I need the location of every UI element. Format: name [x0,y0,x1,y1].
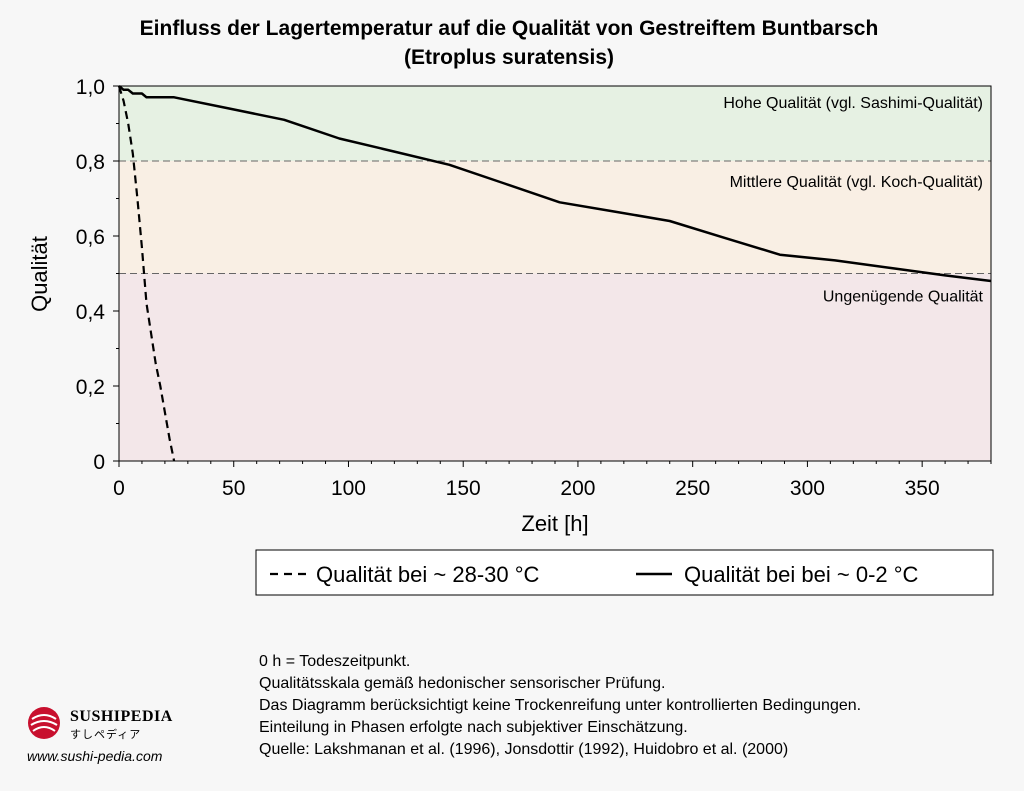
chart-title: Einfluss der Lagertemperatur auf die Qua… [140,17,879,40]
y-tick-label: 0,2 [76,376,105,399]
y-tick-label: 0 [93,451,105,474]
sushi-roll-icon [28,707,60,739]
axes [113,85,992,467]
footnote: Das Diagramm berücksichtigt keine Trocke… [259,697,862,714]
zone-band [119,86,991,161]
legend: Qualität bei ~ 28-30 °C Qualität bei bei… [255,549,994,596]
x-tick-label: 350 [905,477,940,500]
x-tick-label: 0 [113,477,125,500]
x-tick-label: 250 [675,477,710,500]
x-tick-label: 50 [222,477,245,500]
logo-subtitle: すしペディア [70,729,142,741]
series-line-cold [118,85,992,283]
footnote: Quelle: Lakshmanan et al. (1996), Jonsdo… [259,741,789,758]
sushipedia-logo: SUSHIPEDIA すしペディア www.sushi-pedia.com [22,700,222,770]
x-tick-labels: 0 50 100 150 200 250 300 350 [113,477,940,500]
x-tick-label: 150 [446,477,481,500]
data-series [117,85,992,462]
logo-url: www.sushi-pedia.com [27,748,163,764]
y-axis-title: Qualität [27,236,52,312]
zone-band [119,161,991,274]
y-tick-label: 0,6 [76,226,105,249]
legend-box [255,549,994,596]
threshold-lines [119,160,991,274]
footnote: Qualitätsskala gemäß hedonischer sensori… [259,675,666,692]
x-tick-label: 200 [560,477,595,500]
logo-name: SUSHIPEDIA [70,708,173,725]
zone-label: Hohe Qualität (vgl. Sashimi-Qualität) [723,95,983,112]
legend-label-cold: Qualität bei bei ~ 0-2 °C [684,562,919,587]
zone-label: Ungenügende Qualität [823,289,984,306]
y-tick-labels: 0 0,2 0,4 0,6 0,8 1,0 [76,76,106,474]
series-line-warm [117,85,176,462]
footnote: 0 h = Todeszeitpunkt. [259,653,411,670]
x-axis-title: Zeit [h] [521,511,588,536]
footnote: Einteilung in Phasen erfolgte nach subje… [259,719,688,736]
x-tick-label: 300 [790,477,825,500]
quality-chart: Einfluss der Lagertemperatur auf die Qua… [27,17,994,596]
x-tick-label: 100 [331,477,366,500]
quality-zones [119,86,991,461]
y-tick-label: 0,4 [76,301,106,324]
zone-band [119,273,991,461]
chart-subtitle: (Etroplus suratensis) [404,46,614,69]
legend-label-warm: Qualität bei ~ 28-30 °C [316,562,540,587]
zone-label: Mittlere Qualität (vgl. Koch-Qualität) [730,174,983,191]
zone-labels: Hohe Qualität (vgl. Sashimi-Qualität) Mit… [723,95,983,306]
y-tick-label: 1,0 [76,76,105,99]
y-tick-label: 0,8 [76,151,105,174]
footnotes: 0 h = Todeszeitpunkt. Qualitätsskala gem… [259,651,861,761]
